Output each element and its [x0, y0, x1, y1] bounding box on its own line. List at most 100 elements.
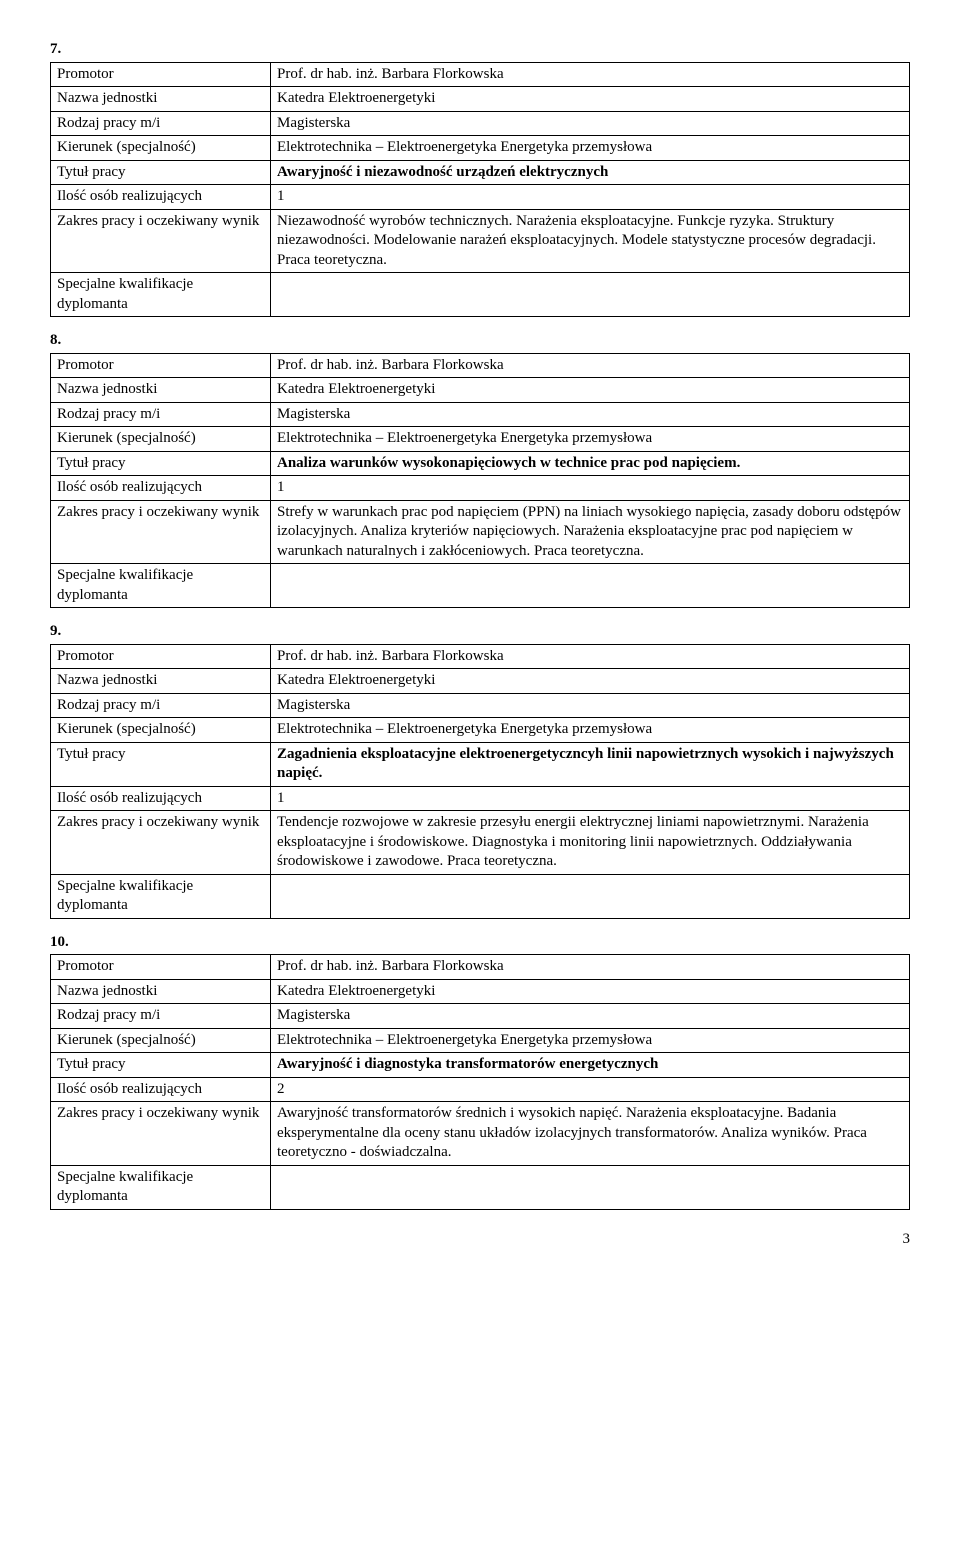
label-rodzaj: Rodzaj pracy m/i: [51, 402, 271, 427]
label-specjalne: Specjalne kwalifikacje dyplomanta: [51, 874, 271, 918]
table-row: Rodzaj pracy m/i Magisterska: [51, 1004, 910, 1029]
label-ilosc: Ilość osób realizujących: [51, 185, 271, 210]
label-tytul: Tytuł pracy: [51, 1053, 271, 1078]
label-nazwa: Nazwa jednostki: [51, 87, 271, 112]
table-row: Specjalne kwalifikacje dyplomanta: [51, 564, 910, 608]
section-7: 7. Promotor Prof. dr hab. inż. Barbara F…: [50, 40, 910, 317]
label-specjalne: Specjalne kwalifikacje dyplomanta: [51, 564, 271, 608]
table-row: Tytuł pracy Awaryjność i diagnostyka tra…: [51, 1053, 910, 1078]
label-promotor: Promotor: [51, 62, 271, 87]
table-row: Rodzaj pracy m/i Magisterska: [51, 111, 910, 136]
table-row: Specjalne kwalifikacje dyplomanta: [51, 273, 910, 317]
value-ilosc: 2: [271, 1077, 910, 1102]
value-nazwa: Katedra Elektroenergetyki: [271, 979, 910, 1004]
table-row: Kierunek (specjalność) Elektrotechnika –…: [51, 718, 910, 743]
label-ilosc: Ilość osób realizujących: [51, 1077, 271, 1102]
table-row: Zakres pracy i oczekiwany wynik Niezawod…: [51, 209, 910, 273]
label-promotor: Promotor: [51, 644, 271, 669]
section-table: Promotor Prof. dr hab. inż. Barbara Flor…: [50, 644, 910, 919]
label-rodzaj: Rodzaj pracy m/i: [51, 111, 271, 136]
value-rodzaj: Magisterska: [271, 1004, 910, 1029]
value-specjalne: [271, 564, 910, 608]
table-row: Tytuł pracy Awaryjność i niezawodność ur…: [51, 160, 910, 185]
label-zakres: Zakres pracy i oczekiwany wynik: [51, 209, 271, 273]
label-zakres: Zakres pracy i oczekiwany wynik: [51, 811, 271, 875]
section-number: 8.: [50, 331, 910, 351]
label-zakres: Zakres pracy i oczekiwany wynik: [51, 1102, 271, 1166]
label-nazwa: Nazwa jednostki: [51, 378, 271, 403]
label-promotor: Promotor: [51, 955, 271, 980]
value-zakres: Strefy w warunkach prac pod napięciem (P…: [271, 500, 910, 564]
section-10: 10. Promotor Prof. dr hab. inż. Barbara …: [50, 933, 910, 1210]
value-tytul: Zagadnienia eksploatacyjne elektroenerge…: [271, 742, 910, 786]
value-rodzaj: Magisterska: [271, 693, 910, 718]
label-kierunek: Kierunek (specjalność): [51, 1028, 271, 1053]
value-kierunek: Elektrotechnika – Elektroenergetyka Ener…: [271, 718, 910, 743]
value-kierunek: Elektrotechnika – Elektroenergetyka Ener…: [271, 427, 910, 452]
value-specjalne: [271, 273, 910, 317]
table-row: Kierunek (specjalność) Elektrotechnika –…: [51, 136, 910, 161]
label-specjalne: Specjalne kwalifikacje dyplomanta: [51, 1165, 271, 1209]
table-row: Ilość osób realizujących 1: [51, 185, 910, 210]
section-table: Promotor Prof. dr hab. inż. Barbara Flor…: [50, 954, 910, 1210]
value-nazwa: Katedra Elektroenergetyki: [271, 669, 910, 694]
label-ilosc: Ilość osób realizujących: [51, 786, 271, 811]
value-promotor: Prof. dr hab. inż. Barbara Florkowska: [271, 644, 910, 669]
table-row: Specjalne kwalifikacje dyplomanta: [51, 1165, 910, 1209]
label-kierunek: Kierunek (specjalność): [51, 136, 271, 161]
value-nazwa: Katedra Elektroenergetyki: [271, 378, 910, 403]
section-9: 9. Promotor Prof. dr hab. inż. Barbara F…: [50, 622, 910, 919]
label-nazwa: Nazwa jednostki: [51, 979, 271, 1004]
table-row: Tytuł pracy Zagadnienia eksploatacyjne e…: [51, 742, 910, 786]
value-tytul: Awaryjność i diagnostyka transformatorów…: [271, 1053, 910, 1078]
page-number: 3: [50, 1230, 910, 1250]
value-specjalne: [271, 1165, 910, 1209]
value-zakres: Tendencje rozwojowe w zakresie przesyłu …: [271, 811, 910, 875]
table-row: Promotor Prof. dr hab. inż. Barbara Flor…: [51, 62, 910, 87]
value-ilosc: 1: [271, 476, 910, 501]
value-nazwa: Katedra Elektroenergetyki: [271, 87, 910, 112]
label-ilosc: Ilość osób realizujących: [51, 476, 271, 501]
section-number: 10.: [50, 933, 910, 953]
value-ilosc: 1: [271, 786, 910, 811]
value-kierunek: Elektrotechnika – Elektroenergetyka Ener…: [271, 1028, 910, 1053]
table-row: Kierunek (specjalność) Elektrotechnika –…: [51, 427, 910, 452]
value-zakres: Awaryjność transformatorów średnich i wy…: [271, 1102, 910, 1166]
table-row: Rodzaj pracy m/i Magisterska: [51, 402, 910, 427]
section-number: 7.: [50, 40, 910, 60]
section-number: 9.: [50, 622, 910, 642]
table-row: Nazwa jednostki Katedra Elektroenergetyk…: [51, 87, 910, 112]
value-rodzaj: Magisterska: [271, 402, 910, 427]
section-table: Promotor Prof. dr hab. inż. Barbara Flor…: [50, 353, 910, 609]
value-zakres: Niezawodność wyrobów technicznych. Naraż…: [271, 209, 910, 273]
label-zakres: Zakres pracy i oczekiwany wynik: [51, 500, 271, 564]
value-ilosc: 1: [271, 185, 910, 210]
label-tytul: Tytuł pracy: [51, 451, 271, 476]
label-kierunek: Kierunek (specjalność): [51, 718, 271, 743]
section-table: Promotor Prof. dr hab. inż. Barbara Flor…: [50, 62, 910, 318]
table-row: Rodzaj pracy m/i Magisterska: [51, 693, 910, 718]
table-row: Zakres pracy i oczekiwany wynik Strefy w…: [51, 500, 910, 564]
table-row: Ilość osób realizujących 2: [51, 1077, 910, 1102]
table-row: Tytuł pracy Analiza warunków wysokonapię…: [51, 451, 910, 476]
table-row: Specjalne kwalifikacje dyplomanta: [51, 874, 910, 918]
value-promotor: Prof. dr hab. inż. Barbara Florkowska: [271, 955, 910, 980]
label-kierunek: Kierunek (specjalność): [51, 427, 271, 452]
value-tytul: Analiza warunków wysokonapięciowych w te…: [271, 451, 910, 476]
label-promotor: Promotor: [51, 353, 271, 378]
table-row: Kierunek (specjalność) Elektrotechnika –…: [51, 1028, 910, 1053]
table-row: Promotor Prof. dr hab. inż. Barbara Flor…: [51, 955, 910, 980]
value-promotor: Prof. dr hab. inż. Barbara Florkowska: [271, 353, 910, 378]
table-row: Ilość osób realizujących 1: [51, 476, 910, 501]
table-row: Zakres pracy i oczekiwany wynik Tendencj…: [51, 811, 910, 875]
table-row: Ilość osób realizujących 1: [51, 786, 910, 811]
label-nazwa: Nazwa jednostki: [51, 669, 271, 694]
table-row: Zakres pracy i oczekiwany wynik Awaryjno…: [51, 1102, 910, 1166]
label-rodzaj: Rodzaj pracy m/i: [51, 693, 271, 718]
label-tytul: Tytuł pracy: [51, 160, 271, 185]
value-specjalne: [271, 874, 910, 918]
table-row: Nazwa jednostki Katedra Elektroenergetyk…: [51, 378, 910, 403]
label-tytul: Tytuł pracy: [51, 742, 271, 786]
table-row: Nazwa jednostki Katedra Elektroenergetyk…: [51, 979, 910, 1004]
value-kierunek: Elektrotechnika – Elektroenergetyka Ener…: [271, 136, 910, 161]
